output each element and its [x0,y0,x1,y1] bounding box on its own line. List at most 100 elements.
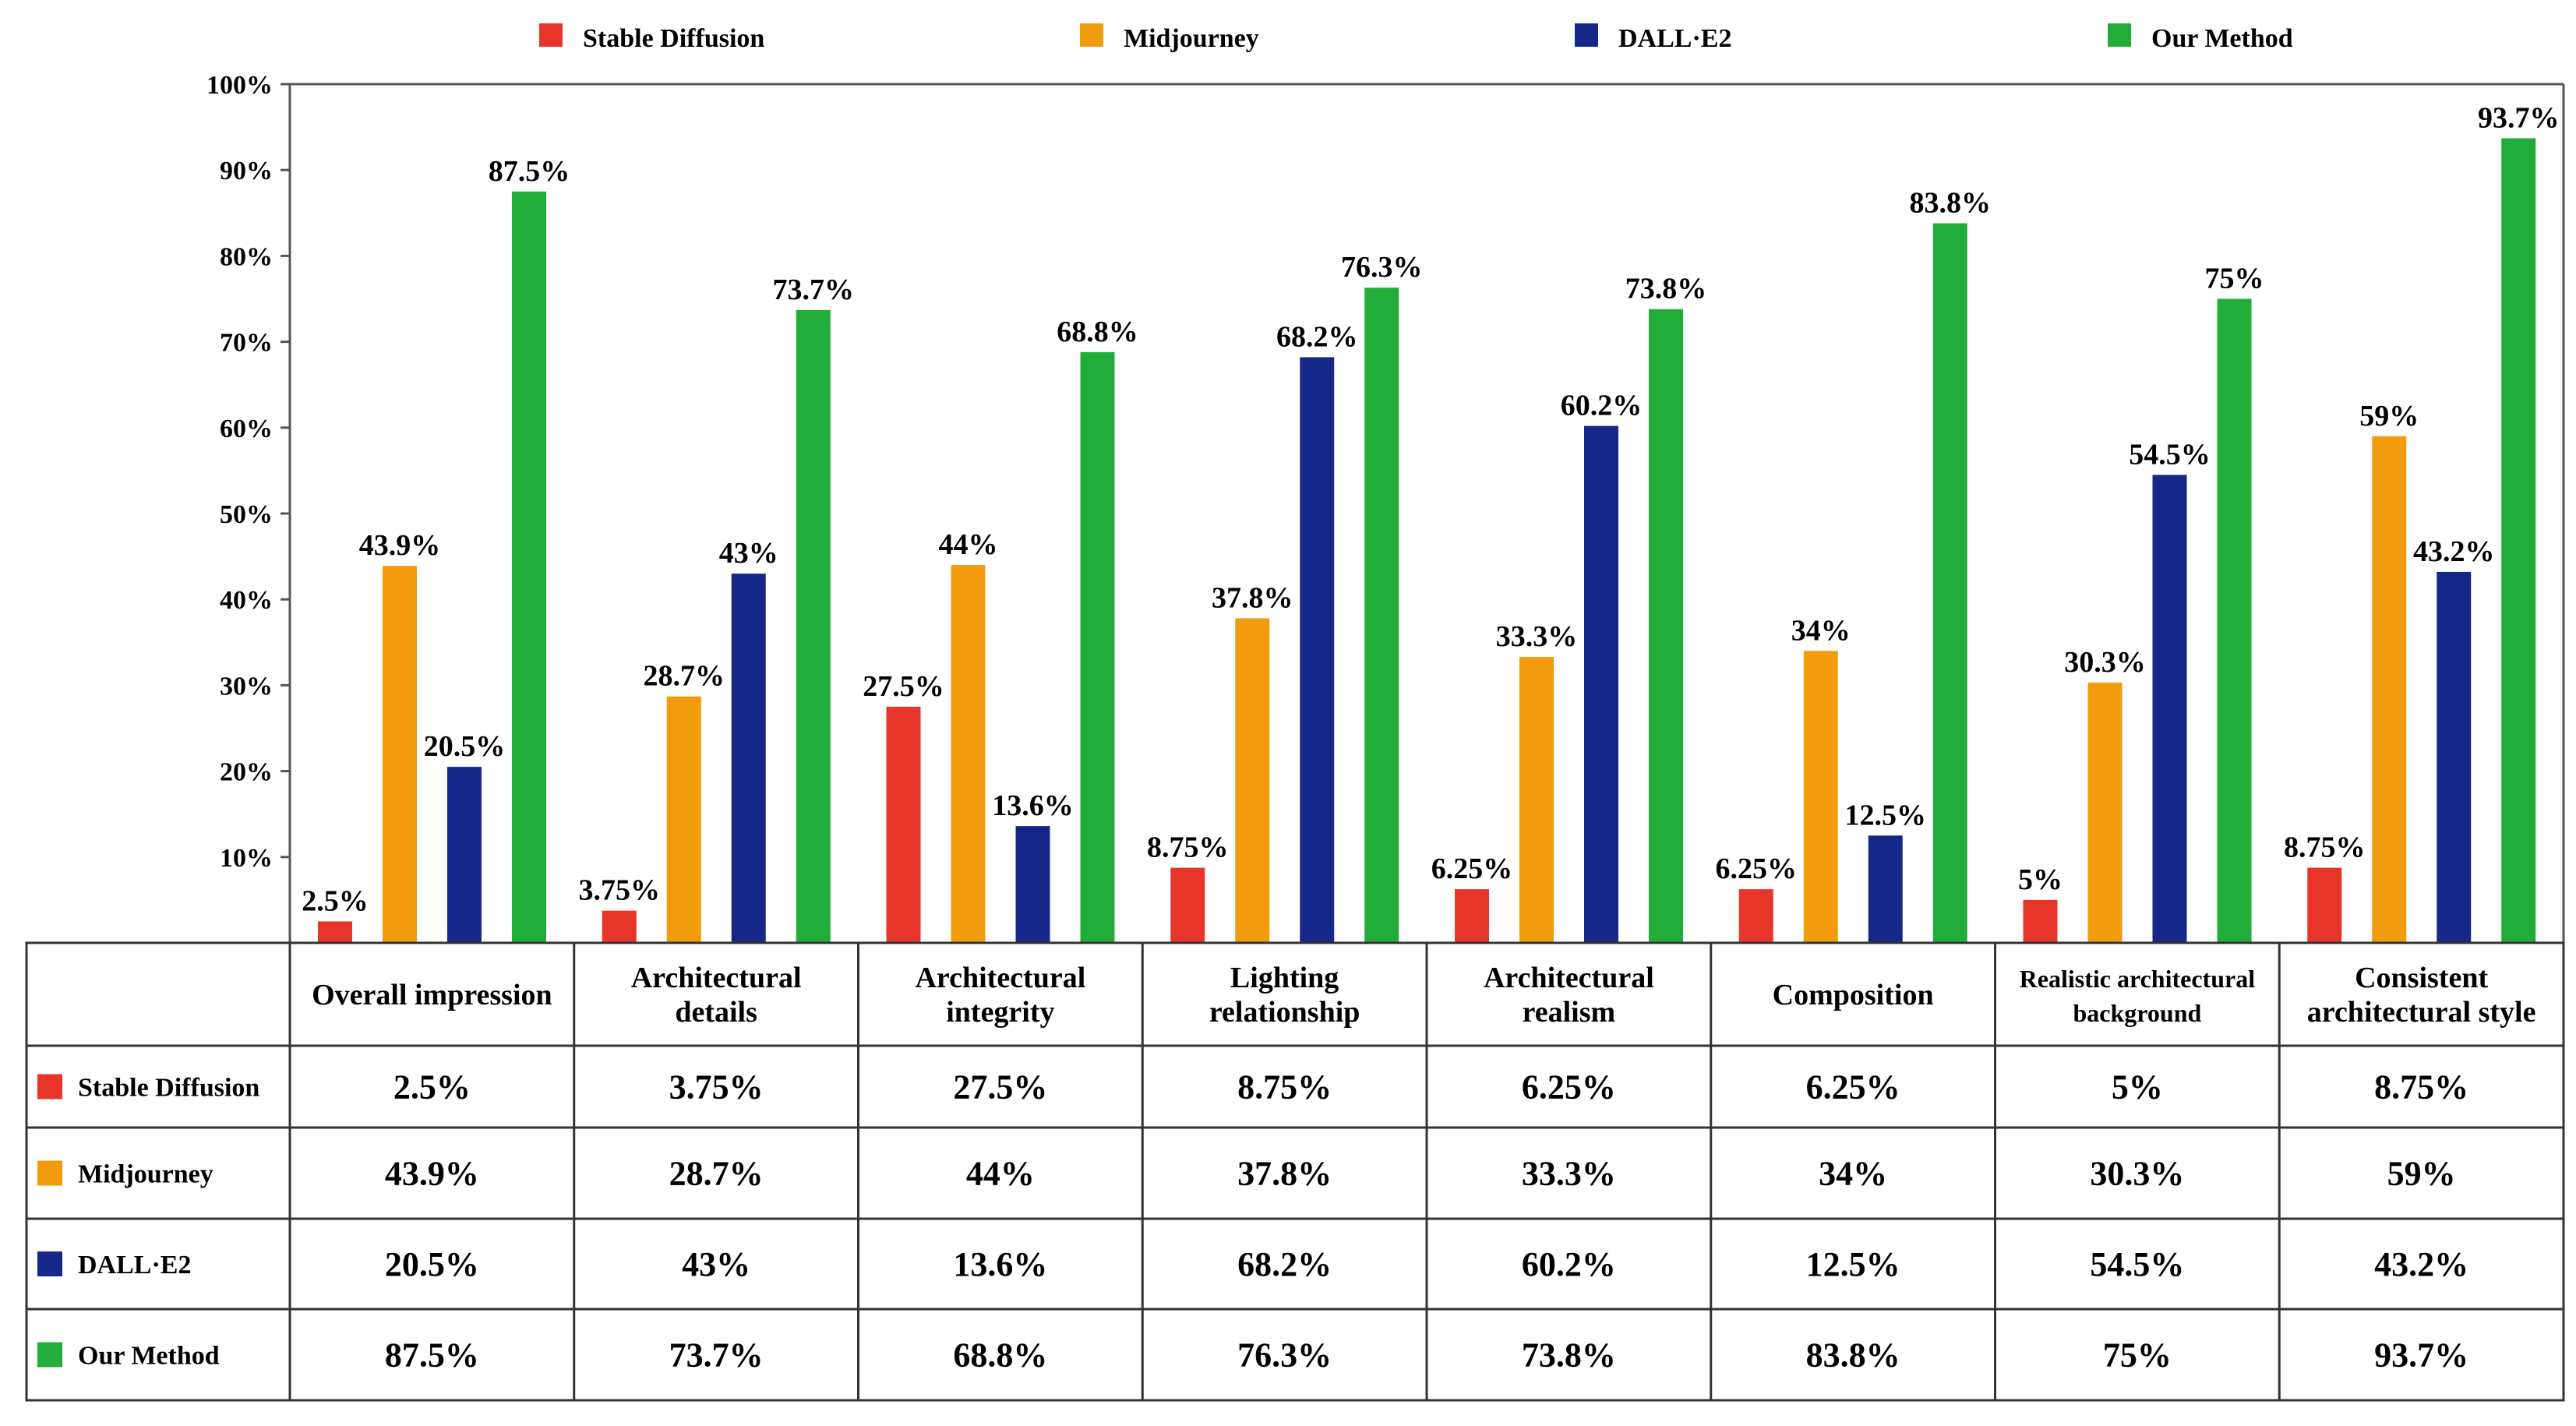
bar-value-label: 68.2% [1276,320,1358,353]
legend-label: DALL·E2 [1618,24,1731,53]
table-value-cell: 43.2% [2374,1245,2468,1283]
bar-value-label: 43.2% [2413,535,2495,568]
table-row-label: Midjourney [78,1160,213,1189]
table-header-cell: Lighting [1230,962,1339,994]
table-header-cell: Realistic architectural [2020,965,2256,993]
table-value-cell: 33.3% [1522,1155,1616,1193]
bar [2501,138,2536,943]
y-tick-label: 70% [220,329,273,358]
bar-value-label: 30.3% [2064,646,2146,679]
table-value-cell: 34% [1819,1155,1887,1193]
table-header-cell: realism [1523,996,1616,1029]
y-tick-label: 90% [220,157,273,185]
table-value-cell: 37.8% [1237,1155,1332,1193]
table-header-cell: architectural style [2307,996,2536,1029]
bar-value-label: 93.7% [2478,101,2560,134]
bar [2307,867,2342,943]
table-row-label: Our Method [78,1342,220,1371]
y-tick-label: 10% [220,844,273,873]
bar-value-label: 5% [2018,863,2063,896]
y-axis: 10% 20% 30% 40% 50% 60% 70% 80% 90% 100% [206,71,2565,943]
table-value-cell: 73.8% [1522,1336,1616,1375]
table-value-cell: 76.3% [1237,1336,1332,1375]
table-row-label: DALL·E2 [78,1251,191,1280]
bar [383,566,417,943]
bar-value-label: 76.3% [1341,251,1423,284]
table-row-swatch [37,1342,62,1368]
table-value-cell: 54.5% [2090,1245,2184,1283]
bar [2437,571,2472,943]
table-value-cell: 27.5% [953,1068,1047,1107]
bar [2372,436,2407,943]
table-header-cell: Overall impression [312,979,552,1011]
bar [1584,425,1618,943]
bar-value-label: 73.7% [773,274,855,306]
bar [1364,288,1399,943]
legend-label: Midjourney [1124,24,1259,53]
bar-value-label: 60.2% [1561,390,1643,422]
bar [1868,835,1903,943]
table-value-cell: 87.5% [385,1336,479,1375]
table-header-cell: Architectural [1484,962,1654,994]
legend-swatch [1080,23,1103,47]
table-header-cell: Consistent [2355,962,2488,994]
bar [512,191,546,943]
legend-label: Our Method [2151,24,2293,53]
table-header-cell: background [2073,999,2201,1027]
bar [1649,309,1683,943]
table-value-cell: 93.7% [2374,1336,2468,1375]
bar-value-label: 83.8% [1910,187,1992,220]
table-header-cell: relationship [1209,996,1360,1029]
table-value-cell: 75% [2103,1336,2172,1375]
bar [1080,351,1115,944]
bar-value-label: 12.5% [1845,799,1927,831]
bar [2217,298,2252,943]
bar [666,696,701,943]
table-value-cell: 20.5% [385,1245,479,1283]
table-value-cell: 3.75% [669,1068,764,1107]
bar-value-label: 8.75% [1147,831,1229,864]
bar [1803,651,1838,943]
legend-swatch [2108,23,2131,47]
bar-value-label: 3.75% [579,874,661,907]
y-tick-label: 40% [220,586,273,615]
bar [1455,889,1489,943]
bar [318,921,352,943]
table-value-cell: 44% [966,1155,1035,1193]
y-tick-label: 30% [220,672,273,701]
table-value-cell: 59% [2387,1155,2456,1193]
y-tick-label: 50% [220,500,273,529]
legend: Stable Diffusion Midjourney DALL·E2 Our Met… [539,23,2293,53]
table-value-cell: 28.7% [669,1155,764,1193]
bar-value-label: 43.9% [359,529,441,562]
table-value-cell: 43.9% [385,1155,479,1193]
table-header-cell: integrity [946,996,1054,1029]
bar-value-label: 75% [2205,263,2264,295]
bar [731,574,766,943]
bar [951,565,986,943]
table-value-cell: 68.2% [1237,1245,1332,1283]
bar-value-label: 87.5% [489,155,570,188]
bar [886,706,921,943]
table-value-cell: 73.7% [669,1336,764,1375]
table-row-label: Stable Diffusion [78,1074,259,1103]
table-border [25,941,2565,1402]
bar-value-label: 73.8% [1625,273,1707,305]
table-header-cell: details [675,996,757,1029]
bar-value-label: 8.75% [2284,831,2366,864]
bars: 2.5% 3.75% 27.5% 8.75% 6.25% 6.25% 5% 8.75% 43.9… [302,101,2560,944]
table-value-cell: 83.8% [1806,1336,1900,1375]
y-tick-label: 60% [220,415,273,443]
bar [796,309,831,943]
y-tick-label: 80% [220,242,273,271]
table-value-cell: 60.2% [1522,1245,1616,1283]
bar-value-label: 34% [1791,614,1851,647]
table-row-swatch [37,1160,62,1186]
table-value-cell: 8.75% [2374,1068,2468,1107]
table-value-cell: 43% [682,1245,750,1283]
table-row-swatch [37,1074,62,1100]
bar-value-label: 20.5% [424,730,506,763]
table-header-cell: Composition [1773,979,1934,1011]
